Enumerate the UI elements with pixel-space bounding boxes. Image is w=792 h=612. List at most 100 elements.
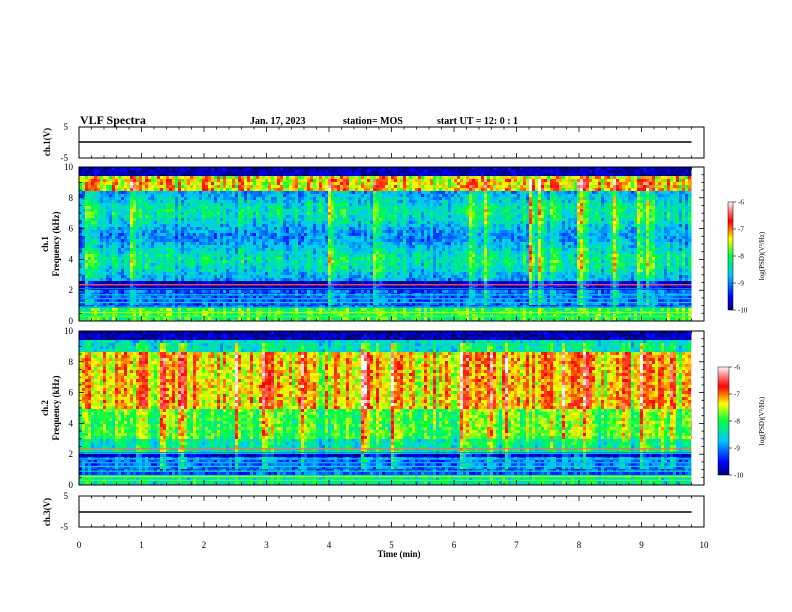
spectrogram-cell [214, 245, 217, 248]
spectrogram-cell [115, 239, 118, 242]
spectrogram-cell [358, 299, 361, 302]
spectrogram-cell [268, 272, 271, 275]
spectrogram-cell [121, 251, 124, 254]
spectrogram-cell [211, 278, 214, 281]
spectrogram-cell [91, 188, 94, 191]
spectrogram-cell [85, 236, 88, 239]
spectrogram-cell [253, 233, 256, 236]
spectrogram-cell [82, 212, 85, 215]
spectrogram-cell [319, 251, 322, 254]
spectrogram-cell [196, 191, 199, 194]
spectrogram-cell [211, 299, 214, 302]
spectrogram-cell [133, 212, 136, 215]
spectrogram-cell [154, 176, 157, 179]
spectrogram-cell [337, 308, 340, 311]
spectrogram-cell [115, 281, 118, 284]
spectrogram-cell [91, 212, 94, 215]
spectrogram-cell [211, 245, 214, 248]
spectrogram-cell [265, 185, 268, 188]
spectrogram-cell [214, 278, 217, 281]
spectrogram-cell [148, 260, 151, 263]
spectrogram-cell [343, 290, 346, 293]
spectrogram-cell [319, 284, 322, 287]
spectrogram-cell [346, 194, 349, 197]
spectrogram-cell [112, 296, 115, 299]
spectrogram-cell [328, 257, 331, 260]
spectrogram-cell [127, 233, 130, 236]
spectrogram-cell [196, 272, 199, 275]
spectrogram-cell [97, 299, 100, 302]
spectrogram-cell [259, 197, 262, 200]
spectrogram-cell [241, 203, 244, 206]
spectrogram-cell [277, 200, 280, 203]
spectrogram-cell [259, 263, 262, 266]
spectrogram-cell [79, 170, 82, 173]
spectrogram-cell [121, 170, 124, 173]
spectrogram-cell [172, 191, 175, 194]
spectrogram-cell [313, 257, 316, 260]
spectrogram-cell [175, 179, 178, 182]
spectrogram-cell [310, 248, 313, 251]
spectrogram-cell [244, 173, 247, 176]
spectrogram-cell [121, 272, 124, 275]
spectrogram-cell [349, 314, 352, 317]
spectrogram-cell [319, 236, 322, 239]
spectrogram-cell [298, 296, 301, 299]
spectrogram-cell [298, 215, 301, 218]
date-label: Jan. 17, 2023 [250, 116, 306, 127]
spectrogram-cell [145, 314, 148, 317]
spectrogram-cell [82, 296, 85, 299]
spectrogram-cell [277, 233, 280, 236]
spectrogram-cell [280, 170, 283, 173]
spectrogram-cell [217, 206, 220, 209]
spectrogram-cell [355, 245, 358, 248]
spectrogram-cell [97, 224, 100, 227]
spectrogram-cell [337, 281, 340, 284]
spectrogram-cell [94, 227, 97, 230]
spectrogram-cell [331, 221, 334, 224]
spectrogram-cell [334, 263, 337, 266]
spectrogram-cell [334, 317, 337, 320]
spectrogram-cell [304, 302, 307, 305]
spectrogram-cell [316, 227, 319, 230]
spectrogram-cell [229, 263, 232, 266]
spectrogram-cell [274, 290, 277, 293]
spectrogram-cell [97, 257, 100, 260]
spectrogram-cell [295, 227, 298, 230]
spectrogram-cell [313, 296, 316, 299]
spectrogram-cell [337, 305, 340, 308]
spectrogram-cell [196, 296, 199, 299]
spectrogram-cell [178, 224, 181, 227]
spectrogram-cell [106, 227, 109, 230]
spectrogram-cell [298, 230, 301, 233]
ch1-waveform-ylabel: ch.1(V) [42, 128, 52, 156]
spectrogram-cell [214, 167, 217, 170]
spectrogram-cell [349, 239, 352, 242]
spectrogram-cell [271, 272, 274, 275]
spectrogram-cell [238, 230, 241, 233]
spectrogram-cell [100, 281, 103, 284]
spectrogram-cell [316, 296, 319, 299]
spectrogram-cell [295, 278, 298, 281]
spectrogram-cell [298, 269, 301, 272]
spectrogram-cell [322, 218, 325, 221]
spectrogram-cell [355, 248, 358, 251]
spectrogram-cell [175, 191, 178, 194]
spectrogram-cell [184, 251, 187, 254]
spectrogram-cell [238, 254, 241, 257]
spectrogram-cell [88, 197, 91, 200]
spectrogram-cell [271, 230, 274, 233]
spectrogram-cell [160, 239, 163, 242]
spectrogram-cell [259, 212, 262, 215]
spectrogram-cell [127, 197, 130, 200]
spectrogram-cell [343, 233, 346, 236]
spectrogram-cell [253, 257, 256, 260]
spectrogram-cell [337, 263, 340, 266]
spectrogram-cell [229, 185, 232, 188]
spectrogram-cell [127, 218, 130, 221]
spectrogram-cell [181, 188, 184, 191]
spectrogram-cell [244, 314, 247, 317]
spectrogram-cell [322, 248, 325, 251]
spectrogram-cell [97, 242, 100, 245]
spectrogram-cell [106, 245, 109, 248]
